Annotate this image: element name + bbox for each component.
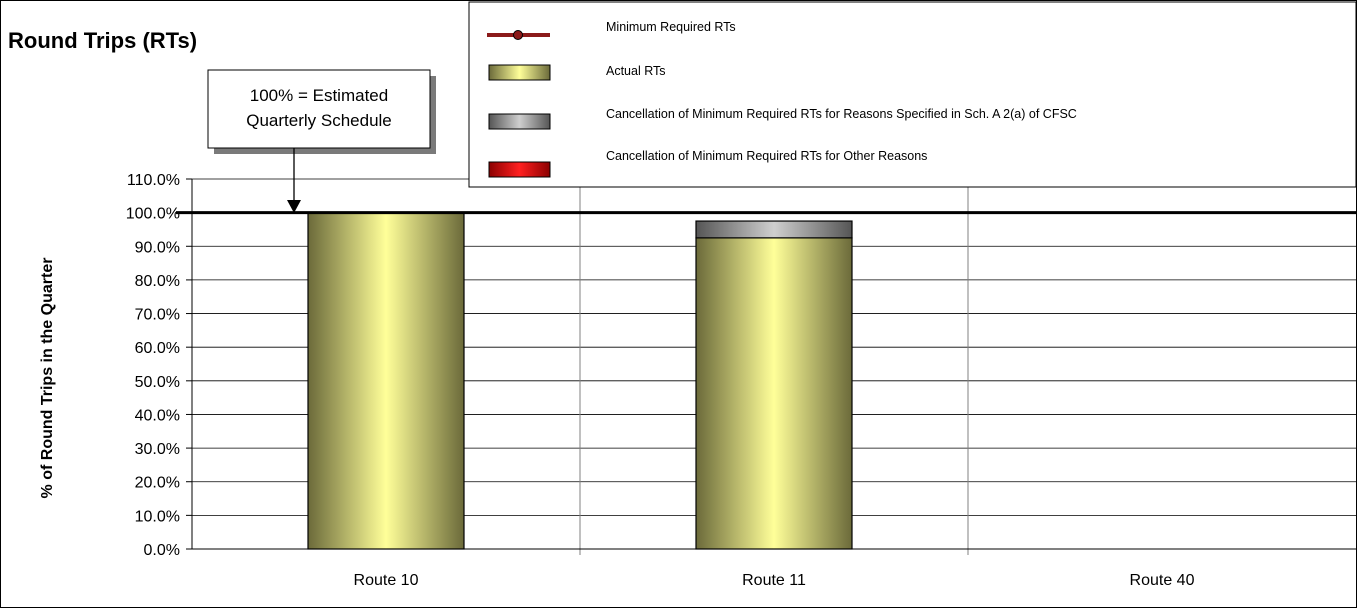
legend-swatch-cancel-sch — [488, 113, 551, 130]
legend-item-cancel-other: Cancellation of Minimum Required RTs for… — [488, 149, 927, 178]
bar-cancel-sch — [695, 220, 853, 239]
callout-box — [207, 69, 431, 149]
callout-line-1: 100% = Estimated — [250, 86, 388, 105]
legend-label-cancel-sch: Cancellation of Minimum Required RTs for… — [606, 107, 1077, 121]
legend-marker-icon — [513, 30, 523, 40]
y-tick-label: 110.0% — [127, 172, 180, 189]
bar-actual-rts — [695, 237, 853, 550]
legend-swatch-cancel-other — [488, 161, 551, 178]
y-tick-label: 80.0% — [135, 273, 180, 290]
legend: Minimum Required RTs Actual RTs Cancella… — [468, 1, 1357, 188]
bar-layer — [307, 212, 853, 550]
y-tick-label: 30.0% — [135, 441, 180, 458]
x-category-label: Route 10 — [354, 572, 419, 589]
legend-label-cancel-other: Cancellation of Minimum Required RTs for… — [606, 149, 927, 163]
axis-layer: 0.0% 10.0% 20.0% 30.0% 40.0% 50.0% 60.0% 70.0% 8… — [126, 172, 1356, 589]
legend-item-min-required: Minimum Required RTs — [487, 20, 736, 40]
y-tick-label: 70.0% — [135, 307, 180, 324]
legend-label-actual: Actual RTs — [606, 64, 666, 78]
legend-box — [468, 1, 1357, 188]
y-tick-label: 100.0% — [126, 206, 180, 223]
legend-swatch-actual — [488, 64, 551, 81]
bar-actual-rts — [307, 212, 465, 550]
y-tick-label: 10.0% — [135, 508, 180, 525]
callout-annotation: 100% = Estimated Quarterly Schedule — [207, 69, 436, 213]
legend-label-min-required: Minimum Required RTs — [606, 20, 736, 34]
x-category-label: Route 11 — [742, 572, 806, 589]
y-tick-label: 50.0% — [135, 374, 180, 391]
legend-item-actual: Actual RTs — [488, 64, 666, 81]
legend-item-cancel-sch: Cancellation of Minimum Required RTs for… — [488, 107, 1077, 130]
y-tick-label: 20.0% — [135, 475, 180, 492]
chart-title: Round Trips (RTs) — [8, 28, 197, 53]
y-tick-label: 40.0% — [135, 407, 180, 424]
y-tick-label: 0.0% — [144, 542, 180, 559]
y-tick-label: 90.0% — [135, 239, 180, 256]
y-tick-label: 60.0% — [135, 340, 180, 357]
x-category-label: Route 40 — [1130, 572, 1195, 589]
y-axis-label: % of Round Trips in the Quarter — [39, 258, 56, 499]
callout-line-2: Quarterly Schedule — [246, 111, 392, 130]
callout-arrow-head — [287, 200, 301, 213]
